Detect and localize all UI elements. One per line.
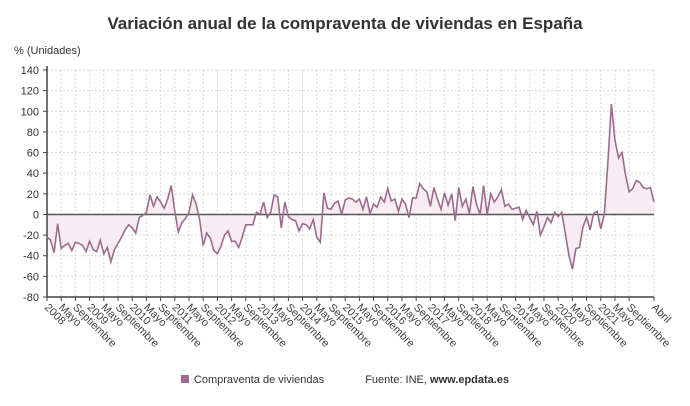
y-tick-label: 20 xyxy=(27,189,39,201)
y-axis-label: % (Unidades) xyxy=(14,45,81,57)
legend-swatch xyxy=(180,375,189,383)
y-tick-label: 80 xyxy=(27,127,39,139)
y-tick-label: 100 xyxy=(21,106,39,118)
source-site: www.epdata.es xyxy=(430,374,510,386)
source-text: Fuente: INE, www.epdata.es xyxy=(365,374,509,386)
y-tick-label: -80 xyxy=(23,292,39,304)
series-line xyxy=(46,103,655,270)
y-tick-label: 40 xyxy=(27,168,39,180)
y-tick-label: 140 xyxy=(21,65,39,77)
y-tick-label: -60 xyxy=(23,271,39,283)
legend-label: Compraventa de viviendas xyxy=(193,374,325,386)
y-tick-label: 120 xyxy=(21,86,39,98)
y-tick-label: 60 xyxy=(27,148,39,160)
y-tick-label: -40 xyxy=(23,251,39,263)
legend: Compraventa de viviendas Fuente: INE, ww… xyxy=(0,374,690,386)
y-tick-label: 0 xyxy=(33,209,39,221)
source-label: Fuente: INE, xyxy=(365,374,427,386)
series-area xyxy=(47,104,654,270)
chart-title: Variación anual de la compraventa de viv… xyxy=(107,14,583,33)
y-tick-label: -20 xyxy=(23,230,39,242)
